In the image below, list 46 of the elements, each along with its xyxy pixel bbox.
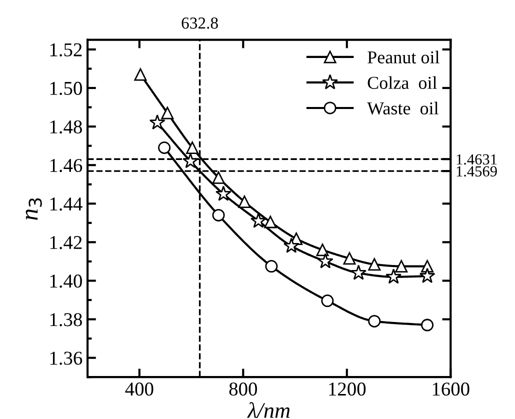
y-tick-label: 1.36 — [50, 352, 82, 365]
point — [419, 268, 436, 283]
y-tick-label: 1.38 — [50, 313, 82, 326]
point — [149, 114, 166, 130]
point — [368, 314, 381, 328]
point — [212, 208, 225, 222]
point — [161, 106, 174, 120]
point — [283, 238, 300, 253]
point — [215, 186, 232, 201]
legend-label: Peanut oil — [368, 50, 440, 64]
y-tick-label: 1.52 — [50, 43, 82, 56]
x-tick-label: 800 — [229, 382, 257, 396]
point — [212, 171, 225, 184]
x-tick-label: 400 — [125, 382, 154, 396]
x-axis-title: λ/nm — [247, 402, 290, 418]
point — [321, 294, 334, 308]
point — [186, 141, 199, 154]
y-tick-label: 1.42 — [50, 236, 82, 250]
point — [421, 318, 434, 332]
legend-label: Waste oil — [367, 102, 438, 115]
point — [134, 68, 147, 81]
x-tick-label: 1600 — [432, 382, 470, 396]
point — [386, 268, 402, 284]
point — [264, 216, 277, 228]
y2-tick-label: 1.4631 — [456, 154, 497, 165]
ref-line-label: 632.8 — [182, 17, 218, 29]
y-axis-title: n$_{3}$ — [26, 198, 42, 220]
point — [182, 152, 198, 168]
point — [343, 252, 356, 265]
point — [158, 141, 171, 154]
point — [317, 253, 334, 268]
x-tick-label: 1200 — [329, 382, 366, 396]
y2-tick-label: 1.4569 — [456, 166, 497, 177]
legend-label: Colza oil — [368, 76, 437, 89]
point — [368, 258, 381, 271]
y-tick-label: 1.50 — [50, 82, 82, 96]
y-tick-label: 1.46 — [50, 158, 82, 172]
point — [316, 244, 329, 256]
point — [250, 212, 266, 228]
point — [265, 260, 278, 273]
point — [395, 260, 408, 273]
point — [350, 264, 367, 280]
y-tick-label: 1.48 — [50, 120, 82, 134]
y-tick-label: 1.44 — [50, 198, 82, 211]
y-tick-label: 1.40 — [50, 274, 82, 288]
point — [238, 195, 251, 208]
